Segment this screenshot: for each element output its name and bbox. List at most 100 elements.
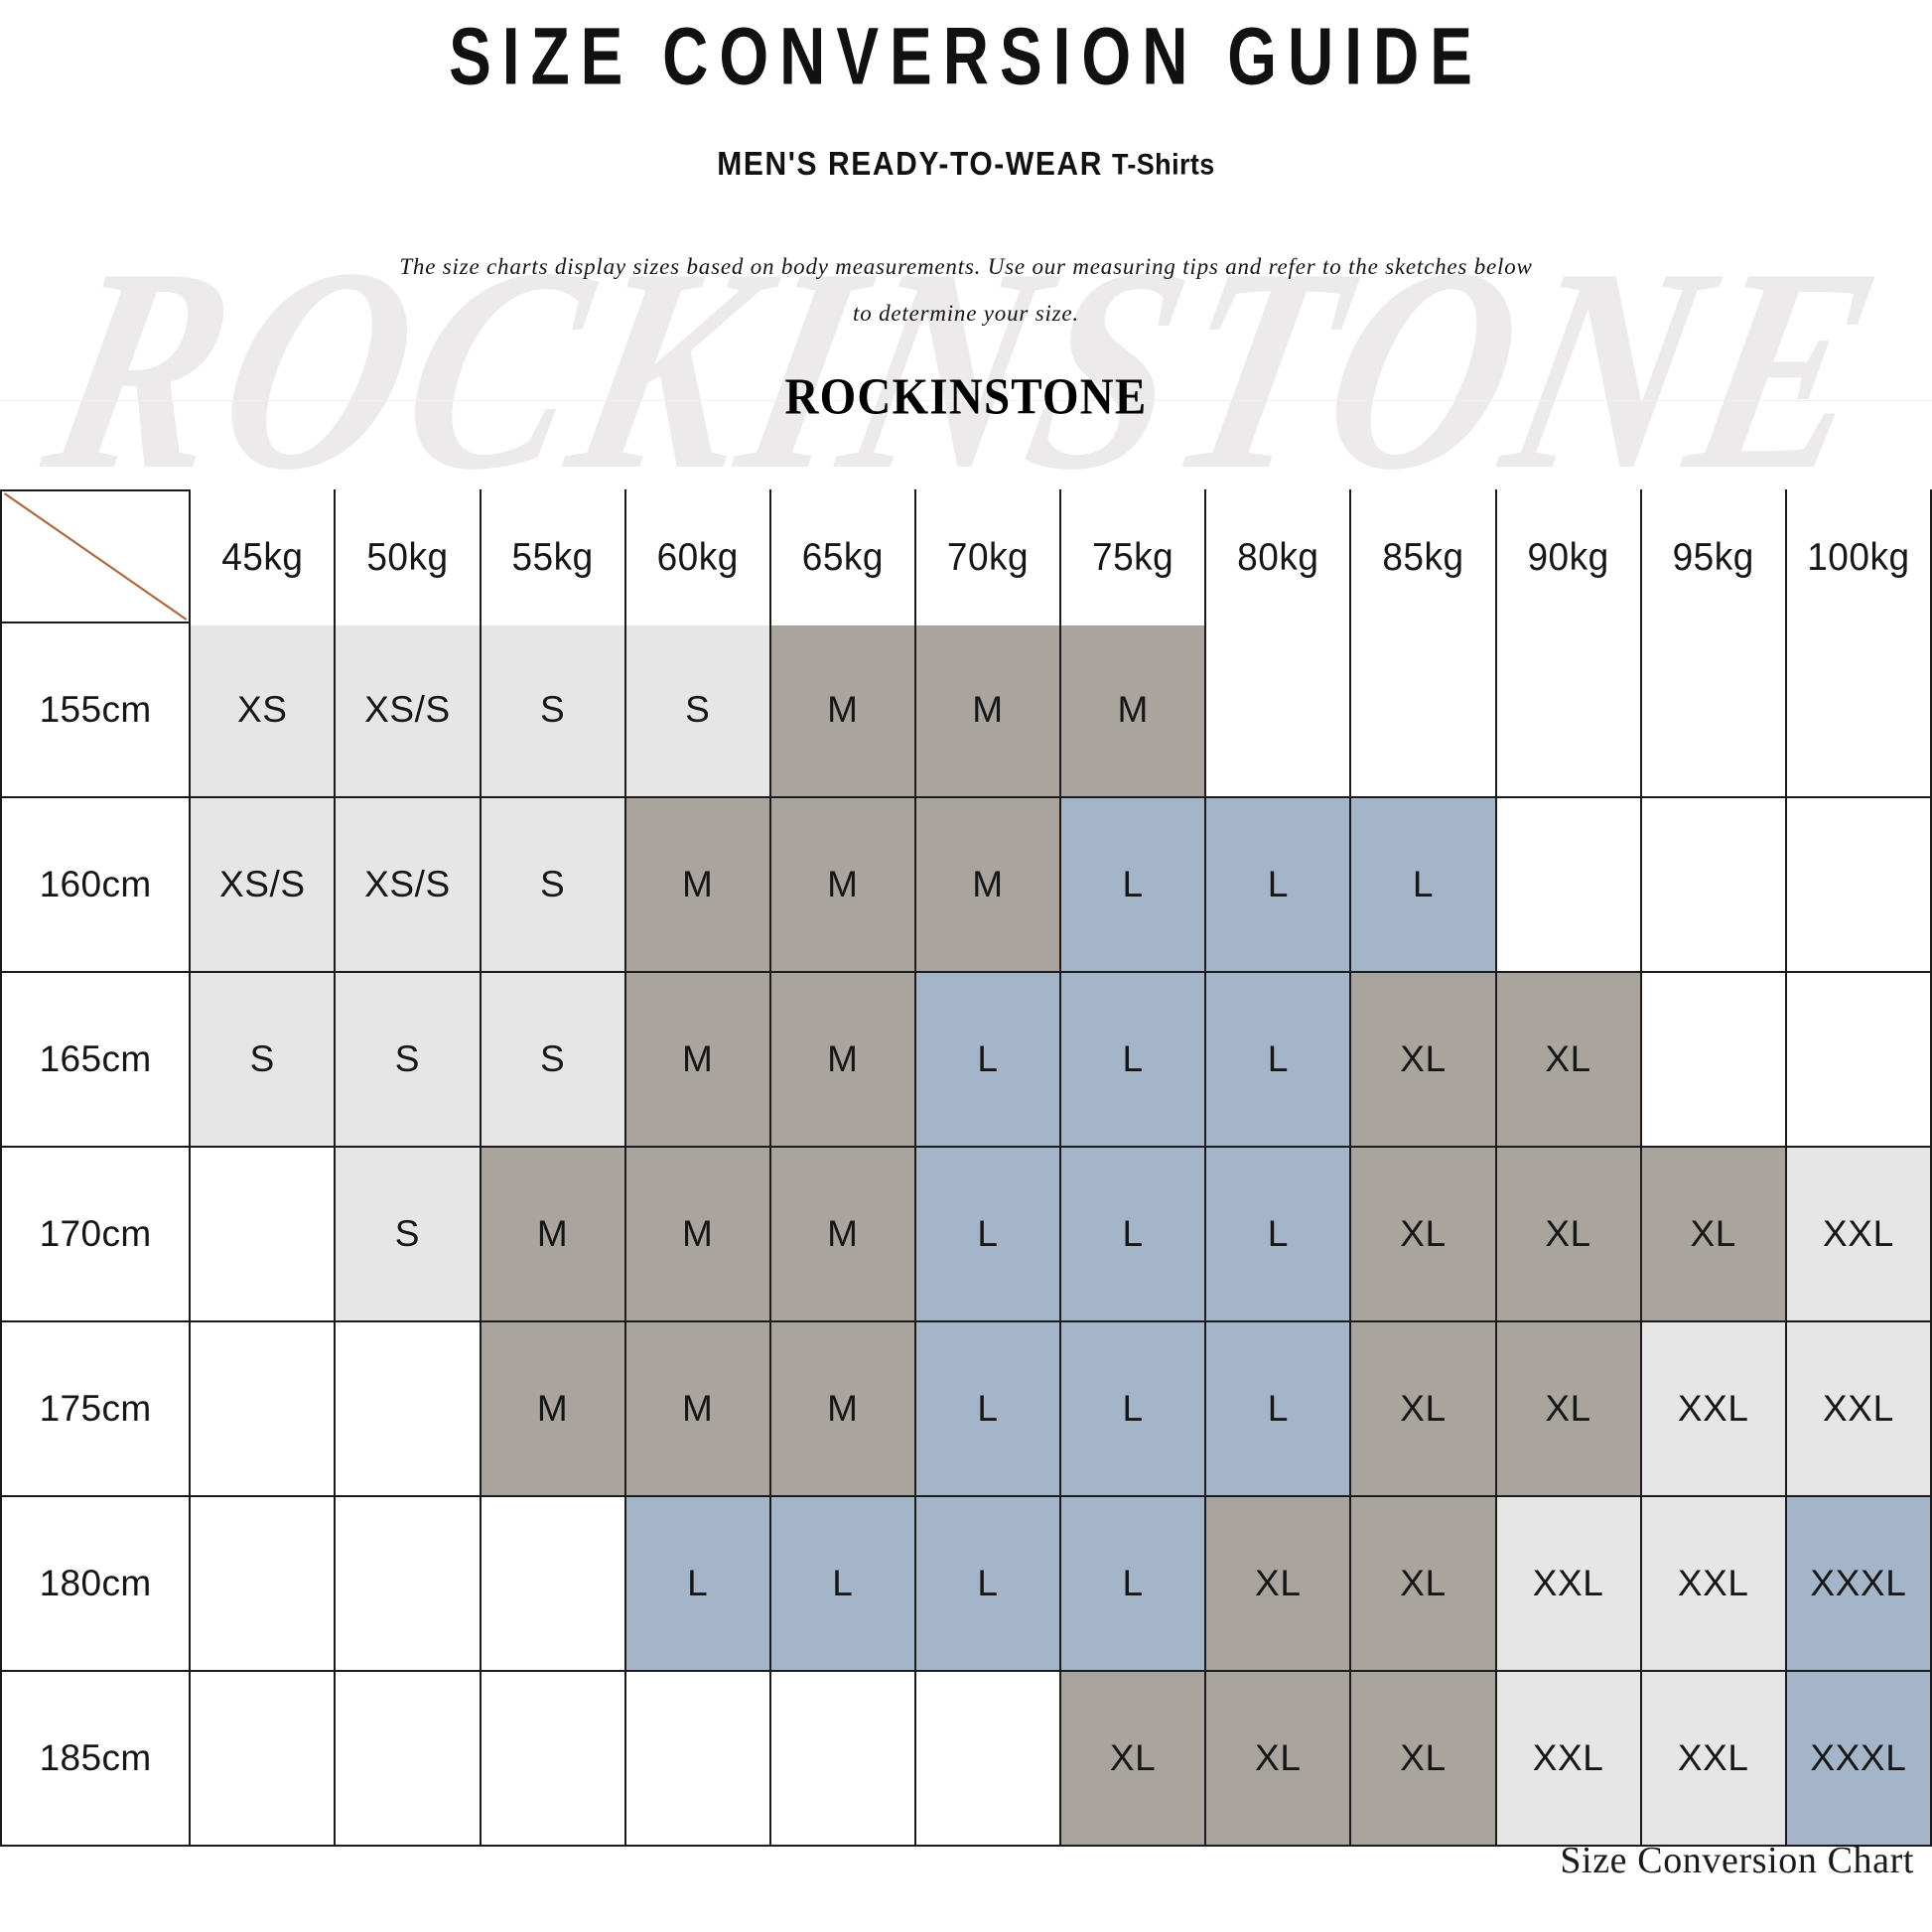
size-cell: XL [1494,1146,1642,1322]
size-cell: S [189,971,337,1148]
size-cell [334,1320,482,1497]
size-cell: S [334,971,482,1148]
size-cell: XS [189,621,337,798]
row-header-height: 165cm [0,971,192,1148]
size-cell: M [913,796,1062,973]
column-header-weight: 70kg [913,484,1062,628]
row-header-height: 185cm [0,1670,192,1847]
size-cell: XXXL [1784,1495,1932,1672]
size-cell: L [1059,971,1207,1148]
size-cell: M [768,796,916,973]
column-header-weight: 90kg [1494,484,1642,628]
size-cell: M [768,621,916,798]
size-cell: L [1349,796,1497,973]
size-cell: XL [1349,1495,1497,1672]
size-cell: XXL [1639,1320,1787,1497]
size-cell: L [913,971,1062,1148]
diagonal-divider-icon [3,492,188,621]
footer-caption: Size Conversion Chart [1560,1840,1914,1881]
column-header-weight: 75kg [1059,484,1207,628]
table-row: 180cm L L L L XL XL XXL XXL XXXL [0,1495,1932,1672]
column-header-weight: 65kg [768,484,916,628]
size-cell: M [913,621,1062,798]
table-head: 45kg 50kg 55kg 60kg 65kg 70kg 75kg 80kg 85kg 90kg… [0,484,1932,628]
subtitle-category: MEN'S READY-TO-WEAR [717,146,1103,184]
size-cell: M [623,796,771,973]
size-cell: XXL [1494,1670,1642,1847]
size-cell: S [334,1146,482,1322]
size-cell: XL [1204,1495,1352,1672]
size-cell: XS/S [334,796,482,973]
size-cell [1639,971,1787,1148]
size-cell: L [913,1320,1062,1497]
table-header-row: 45kg 50kg 55kg 60kg 65kg 70kg 75kg 80kg 85kg 90kg… [0,484,1932,628]
size-cell [189,1146,337,1322]
size-cell: XL [1204,1670,1352,1847]
size-cell [189,1495,337,1672]
size-cell: XL [1349,1146,1497,1322]
size-table-container: 45kg 50kg 55kg 60kg 65kg 70kg 75kg 80kg 85kg 90kg… [0,484,1932,1847]
size-cell: L [1059,796,1207,973]
size-cell: XL [1059,1670,1207,1847]
subtitle-product: T-Shirts [1111,148,1215,182]
table-row: 175cm M M M L L L XL XL XXL XXL [0,1320,1932,1497]
size-cell [479,1670,626,1847]
subtitle-row: MEN'S READY-TO-WEAR T-Shirts [0,146,1932,184]
size-cell: L [913,1495,1062,1672]
size-cell [479,1495,626,1672]
table-row: 155cm XS XS/S S S M M M [0,621,1932,798]
size-cell [623,1670,771,1847]
size-cell [189,1320,337,1497]
size-cell: XS/S [189,796,337,973]
size-cell: M [479,1320,626,1497]
row-header-height: 160cm [0,796,192,973]
size-cell: XXL [1639,1495,1787,1672]
column-header-weight: 95kg [1639,484,1787,628]
column-header-weight: 60kg [623,484,771,628]
table-row: 160cm XS/S XS/S S M M M L L L [0,796,1932,973]
size-cell: L [1204,1320,1352,1497]
size-cell [1639,621,1787,798]
description-text: The size charts display sizes based on b… [399,254,1533,327]
size-cell: XXL [1639,1670,1787,1847]
column-header-weight: 45kg [189,484,337,628]
size-cell: L [1059,1146,1207,1322]
size-cell: L [913,1146,1062,1322]
table-row: 170cm S M M M L L L XL XL XL XXL [0,1146,1932,1322]
size-cell: M [623,1146,771,1322]
size-cell: XXXL [1784,1670,1932,1847]
size-cell: XXL [1784,1320,1932,1497]
size-cell [1204,621,1352,798]
row-header-height: 175cm [0,1320,192,1497]
size-cell [1784,971,1932,1148]
row-header-height: 155cm [0,621,192,798]
size-cell: M [479,1146,626,1322]
size-cell: S [479,796,626,973]
size-cell: M [768,1146,916,1322]
size-cell [1494,796,1642,973]
size-cell [913,1670,1062,1847]
size-conversion-table: 45kg 50kg 55kg 60kg 65kg 70kg 75kg 80kg 85kg 90kg… [0,484,1932,1847]
column-header-weight: 55kg [479,484,626,628]
size-cell: XL [1494,971,1642,1148]
size-cell: XL [1494,1320,1642,1497]
header-block: SIZE CONVERSION GUIDE MEN'S READY-TO-WEA… [0,0,1932,427]
size-cell [1784,796,1932,973]
size-cell: XL [1349,1320,1497,1497]
size-cell: M [1059,621,1207,798]
column-header-weight: 80kg [1204,484,1352,628]
size-cell [334,1670,482,1847]
page-title: SIZE CONVERSION GUIDE [449,10,1483,102]
size-cell: L [1204,796,1352,973]
size-cell: XXL [1784,1146,1932,1322]
size-cell: S [623,621,771,798]
table-body: 155cm XS XS/S S S M M M 160cm XS/S XS/S S M M M L L L 165c… [0,621,1932,1847]
size-cell: L [1204,971,1352,1148]
size-cell [1494,621,1642,798]
size-cell [189,1670,337,1847]
brand-name: ROCKINSTONE [784,368,1148,427]
size-cell: L [1059,1495,1207,1672]
row-header-height: 170cm [0,1146,192,1322]
column-header-weight: 85kg [1349,484,1497,628]
